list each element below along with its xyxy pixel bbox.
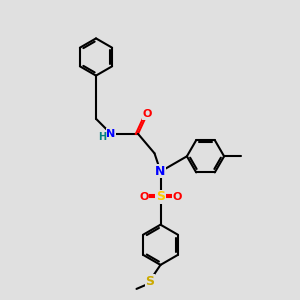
Text: H: H [98, 132, 107, 142]
Text: S: S [146, 275, 154, 288]
Text: N: N [155, 165, 166, 178]
Text: O: O [139, 192, 149, 202]
Text: O: O [142, 109, 152, 119]
Text: N: N [106, 129, 116, 139]
Text: O: O [172, 192, 182, 202]
Text: S: S [156, 190, 165, 203]
